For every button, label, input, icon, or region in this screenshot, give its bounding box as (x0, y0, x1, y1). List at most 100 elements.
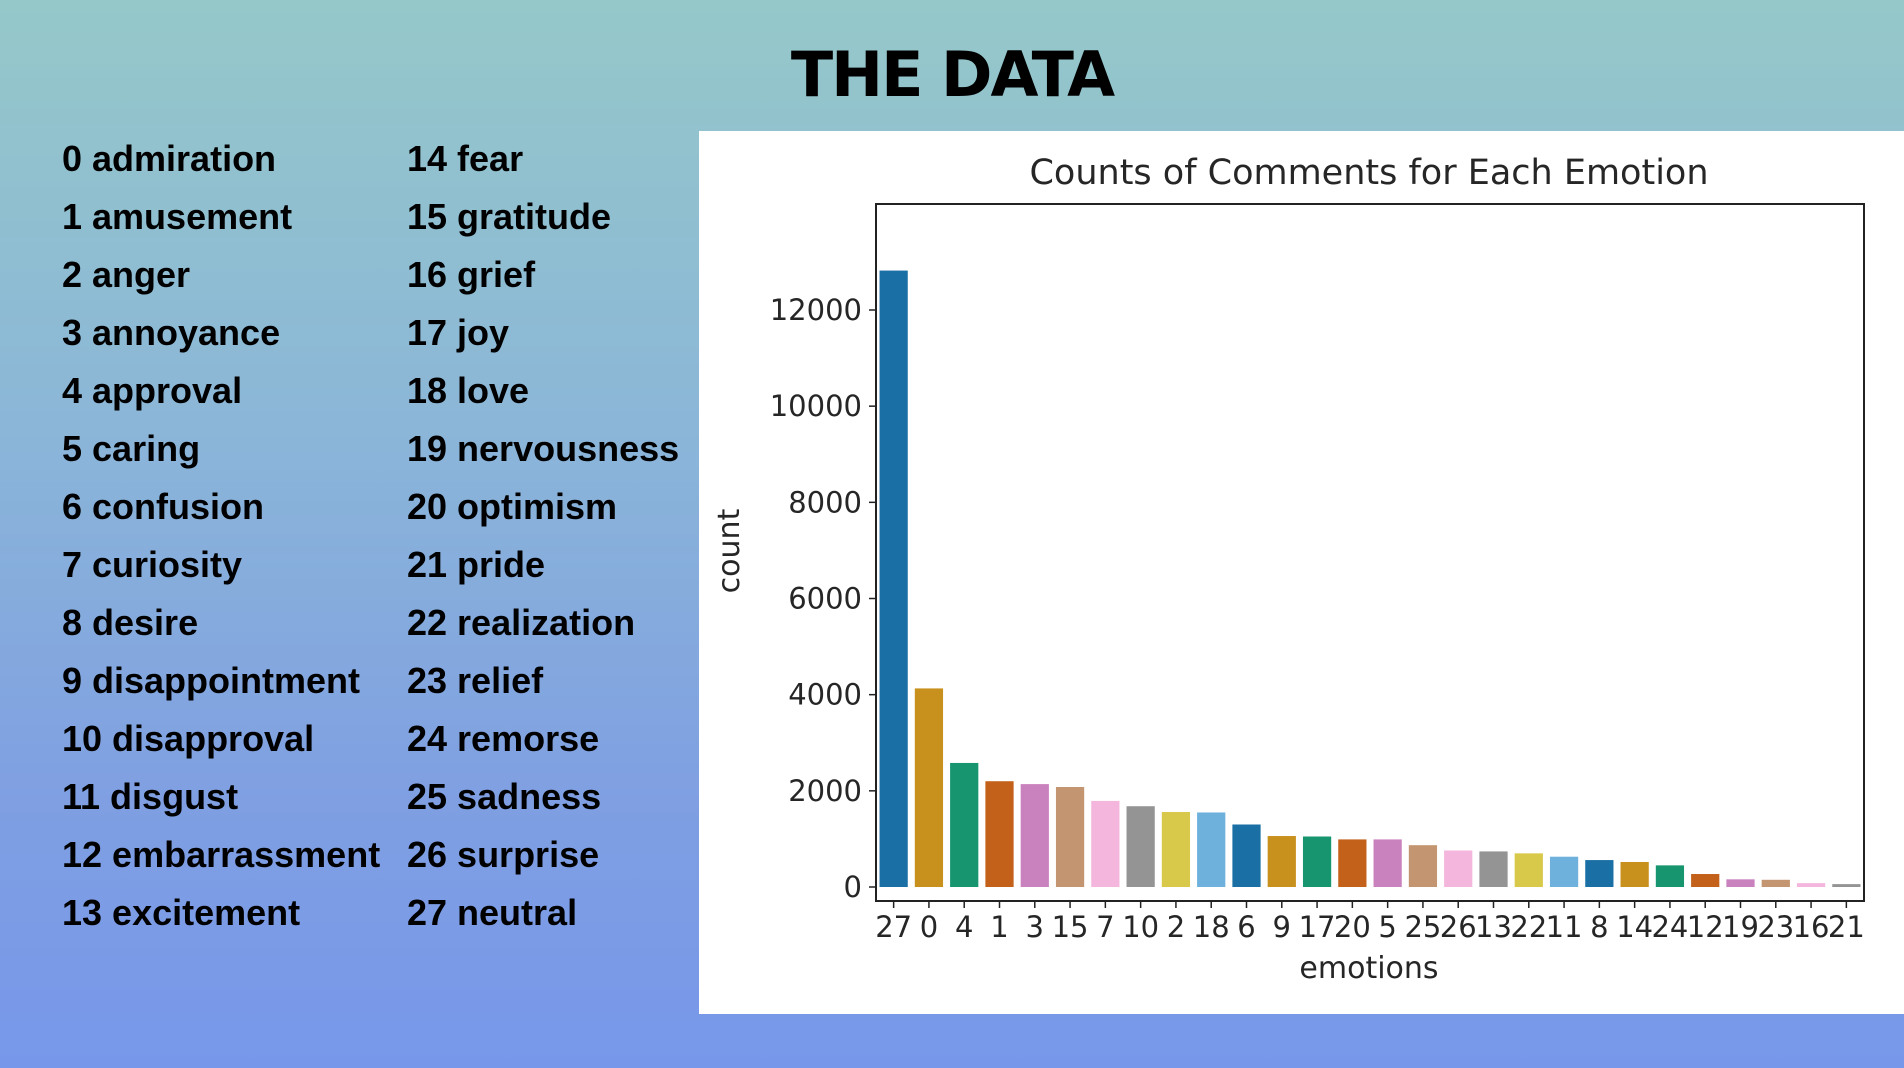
bar-emotion-27 (879, 270, 908, 887)
y-tick-label: 10000 (770, 389, 862, 423)
bar-emotion-8 (1585, 860, 1614, 887)
legend-item: 27 neutral (407, 892, 578, 933)
emotion-legend-column-1: 0 admiration 1 amusement 2 anger 3 annoyanc… (62, 132, 380, 944)
legend-item: 3 annoyance (62, 312, 281, 353)
x-tick-label: 24 (1651, 910, 1688, 944)
bar-emotion-14 (1620, 862, 1649, 887)
bar-emotion-2 (1161, 811, 1191, 887)
x-tick-label: 27 (875, 910, 912, 944)
x-tick-label: 1 (990, 910, 1008, 944)
legend-item: 16 grief (407, 254, 536, 295)
legend-item: 17 joy (407, 312, 510, 353)
legend-item: 9 disappointment (62, 660, 361, 701)
x-tick-label: 11 (1546, 910, 1583, 944)
legend-item: 23 relief (407, 660, 544, 701)
bar-emotion-15 (1055, 786, 1085, 887)
bar-emotion-24 (1655, 865, 1685, 887)
emotion-legend-column-2: 14 fear 15 gratitude 16 grief 17 joy 18 love… (407, 132, 679, 944)
legend-item: 20 optimism (407, 486, 618, 527)
x-tick-label: 16 (1793, 910, 1830, 944)
y-tick-label: 8000 (788, 485, 862, 519)
x-tick-label: 21 (1828, 910, 1865, 944)
plot-frame (875, 203, 1865, 902)
y-axis-label: count (712, 508, 747, 593)
legend-item: 15 gratitude (407, 196, 612, 237)
bar-emotion-26 (1444, 850, 1473, 887)
x-tick-label: 18 (1193, 910, 1230, 944)
y-tick-label: 4000 (788, 678, 862, 712)
bar-emotion-17 (1302, 836, 1332, 887)
x-tick-label: 4 (955, 910, 973, 944)
y-tick-label: 12000 (770, 293, 862, 327)
x-tick-label: 2 (1167, 910, 1185, 944)
bar-emotion-21 (1832, 884, 1861, 887)
x-tick-label: 20 (1334, 910, 1371, 944)
bar-emotion-20 (1338, 839, 1367, 887)
legend-item: 0 admiration (62, 138, 277, 179)
legend-item: 19 nervousness (407, 428, 680, 469)
x-tick-label: 25 (1404, 910, 1441, 944)
bar-emotion-9 (1267, 836, 1296, 887)
bar-emotion-10 (1126, 806, 1155, 887)
bar-chart: Counts of Comments for Each Emotion 0200… (712, 153, 1865, 986)
legend-item: 26 surprise (407, 834, 600, 875)
chart-panel: Counts of Comments for Each Emotion 0 200… (699, 131, 1904, 1014)
x-tick-label: 7 (1096, 910, 1114, 944)
bar-emotion-5 (1373, 839, 1402, 887)
y-tick-label: 2000 (788, 774, 862, 808)
x-tick-label: 6 (1237, 910, 1255, 944)
bar-emotion-23 (1761, 879, 1790, 887)
legend-item: 14 fear (407, 138, 524, 179)
legend-item: 2 anger (62, 254, 191, 295)
bars-group (879, 270, 1861, 887)
bar-emotion-0 (914, 688, 944, 887)
legend-item: 7 curiosity (62, 544, 243, 585)
bar-emotion-16 (1796, 883, 1826, 887)
x-tick-label: 9 (1273, 910, 1291, 944)
bar-emotion-12 (1691, 874, 1720, 887)
x-tick-label: 26 (1440, 910, 1477, 944)
legend-item: 1 amusement (62, 196, 293, 237)
bar-emotion-22 (1514, 853, 1543, 887)
bar-emotion-25 (1408, 845, 1438, 887)
bar-emotion-6 (1232, 824, 1261, 887)
x-tick-label: 23 (1757, 910, 1794, 944)
bar-emotion-4 (950, 762, 979, 887)
legend-item: 8 desire (62, 602, 199, 643)
x-tick-label: 10 (1122, 910, 1159, 944)
chart-title: Counts of Comments for Each Emotion (1029, 153, 1708, 193)
y-tick-label: 6000 (788, 582, 862, 616)
legend-item: 5 caring (62, 428, 201, 469)
x-tick-label: 19 (1722, 910, 1759, 944)
bar-emotion-13 (1479, 851, 1508, 887)
legend-item: 25 sadness (407, 776, 602, 817)
legend-item: 11 disgust (62, 776, 239, 817)
legend-item: 24 remorse (407, 718, 600, 759)
bar-emotion-19 (1726, 879, 1755, 887)
bar-emotion-3 (1020, 784, 1049, 887)
y-axis: 0 2000 4000 6000 8000 10000 12000 (770, 293, 876, 904)
bar-emotion-11 (1549, 856, 1579, 887)
x-tick-label: 13 (1475, 910, 1512, 944)
legend-item: 4 approval (62, 370, 243, 411)
slide-title: THE DATA (790, 38, 1115, 111)
x-tick-label: 17 (1299, 910, 1336, 944)
legend-item: 6 confusion (62, 486, 265, 527)
x-tick-label: 12 (1687, 910, 1724, 944)
bar-emotion-7 (1091, 800, 1120, 887)
x-axis-label: emotions (1299, 951, 1438, 986)
x-tick-label: 3 (1026, 910, 1044, 944)
legend-item: 10 disapproval (62, 718, 315, 759)
legend-item: 21 pride (407, 544, 546, 585)
y-tick-label: 0 (844, 870, 862, 904)
legend-item: 22 realization (407, 602, 636, 643)
bar-emotion-1 (985, 781, 1014, 887)
x-tick-label: 8 (1590, 910, 1608, 944)
x-tick-label: 15 (1052, 910, 1089, 944)
x-tick-label: 14 (1616, 910, 1653, 944)
x-tick-label: 5 (1378, 910, 1396, 944)
x-tick-label: 22 (1510, 910, 1547, 944)
x-tick-label: 0 (920, 910, 938, 944)
bar-emotion-18 (1197, 812, 1226, 887)
